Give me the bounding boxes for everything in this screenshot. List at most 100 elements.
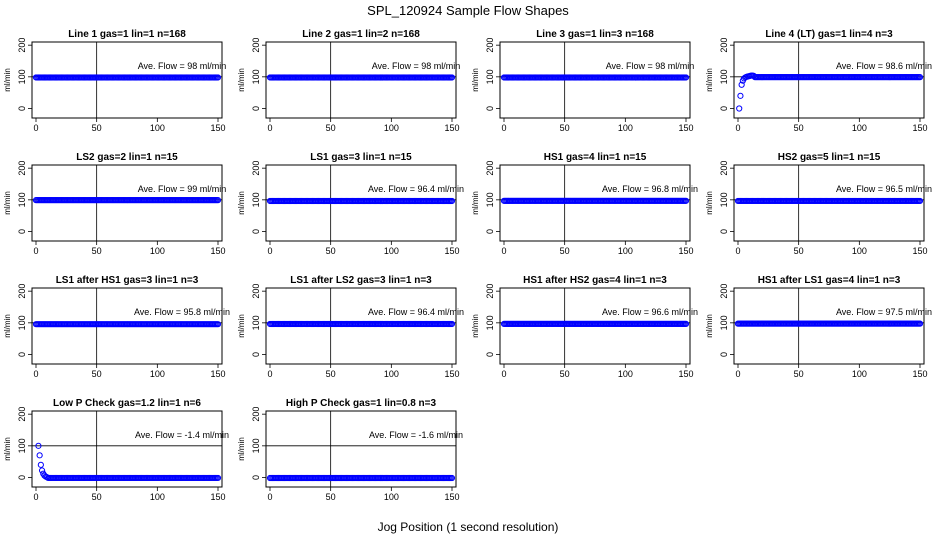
data-point [916, 197, 924, 205]
plot-frame [31, 41, 223, 119]
panel-title: LS2 gas=2 lin=1 n=15 [76, 152, 178, 163]
x-tick-label: 50 [794, 369, 804, 379]
x-tick-label: 50 [326, 369, 336, 379]
data-point [35, 442, 42, 449]
y-tick-label: 0 [251, 475, 261, 480]
y-tick-label: 100 [719, 315, 729, 330]
y-axis-label: ml/min [705, 68, 714, 92]
data-point [682, 197, 690, 204]
x-tick-label: 150 [912, 123, 927, 133]
y-axis-label: ml/min [471, 68, 480, 92]
x-tick-label: 100 [384, 246, 399, 256]
y-axis-label: ml/min [3, 191, 12, 215]
y-tick-label: 100 [251, 192, 261, 207]
data-point [916, 320, 924, 327]
data-point [448, 320, 456, 328]
x-tick-label: 150 [210, 123, 225, 133]
data-point [448, 197, 456, 205]
x-tick-label: 150 [912, 246, 927, 256]
average-flow-annotation: Ave. Flow = 96.8 ml/min [602, 184, 698, 194]
plot-frame [733, 287, 925, 365]
x-tick-label: 100 [384, 369, 399, 379]
y-tick-label: 100 [17, 315, 27, 330]
y-tick-label: 0 [17, 229, 27, 234]
y-axis-label: ml/min [237, 68, 246, 92]
x-tick-label: 0 [33, 246, 38, 256]
y-tick-label: 200 [17, 38, 27, 53]
average-flow-annotation: Ave. Flow = 96.4 ml/min [368, 184, 464, 194]
y-axis-label: ml/min [3, 314, 12, 338]
data-point [737, 92, 744, 99]
chart-panel: LS1 after HS1 gas=3 lin=1 n=3 0 50 100 150 0 1… [3, 275, 230, 379]
x-tick-label: 0 [501, 246, 506, 256]
y-tick-label: 0 [719, 352, 729, 357]
x-tick-label: 100 [852, 123, 867, 133]
panel-title: HS1 gas=4 lin=1 n=15 [544, 152, 647, 163]
data-point [682, 74, 690, 81]
y-tick-label: 100 [251, 315, 261, 330]
average-flow-annotation: Ave. Flow = 98 ml/min [606, 61, 695, 71]
x-tick-label: 150 [444, 246, 459, 256]
y-axis-label: ml/min [237, 437, 246, 461]
average-flow-annotation: Ave. Flow = 98.6 ml/min [836, 61, 932, 71]
x-tick-label: 100 [852, 369, 867, 379]
x-tick-label: 50 [326, 492, 336, 502]
chart-panel: HS1 gas=4 lin=1 n=15 0 50 100 150 0 100 200 ml/m… [471, 152, 698, 256]
x-tick-label: 50 [560, 246, 570, 256]
x-tick-label: 100 [150, 492, 165, 502]
x-tick-label: 100 [618, 369, 633, 379]
plot-frame [733, 41, 925, 119]
y-axis-label: ml/min [3, 437, 12, 461]
y-tick-label: 0 [251, 106, 261, 111]
average-flow-annotation: Ave. Flow = 96.5 ml/min [836, 184, 932, 194]
x-tick-label: 0 [735, 369, 740, 379]
x-tick-label: 50 [326, 246, 336, 256]
y-axis-label: ml/min [471, 191, 480, 215]
average-flow-annotation: Ave. Flow = 99 ml/min [138, 184, 227, 194]
x-tick-label: 150 [678, 246, 693, 256]
plot-frame [31, 287, 223, 365]
x-tick-label: 150 [912, 369, 927, 379]
y-tick-label: 0 [719, 229, 729, 234]
y-tick-label: 0 [17, 106, 27, 111]
data-point [448, 474, 456, 482]
x-tick-label: 50 [326, 123, 336, 133]
y-tick-label: 100 [17, 192, 27, 207]
data-point [738, 81, 745, 88]
chart-panel: LS1 after LS2 gas=3 lin=1 n=3 0 50 100 150 0 1… [237, 275, 464, 379]
data-point [214, 197, 222, 204]
x-tick-label: 150 [210, 369, 225, 379]
x-tick-label: 50 [92, 492, 102, 502]
data-point [36, 452, 43, 459]
y-tick-label: 0 [485, 106, 495, 111]
x-tick-label: 150 [444, 492, 459, 502]
x-tick-label: 150 [678, 369, 693, 379]
plot-frame [499, 41, 691, 119]
y-tick-label: 0 [485, 229, 495, 234]
plot-frame [265, 164, 457, 242]
y-tick-label: 100 [485, 315, 495, 330]
average-flow-annotation: Ave. Flow = 96.4 ml/min [368, 307, 464, 317]
chart-panel: Line 1 gas=1 lin=1 n=168 0 50 100 150 0 100 200… [3, 29, 226, 133]
x-tick-label: 150 [444, 369, 459, 379]
x-tick-label: 150 [678, 123, 693, 133]
x-tick-label: 150 [444, 123, 459, 133]
plot-frame [265, 287, 457, 365]
panel-title: Line 4 (LT) gas=1 lin=4 n=3 [765, 29, 893, 40]
figure-title: SPL_120924 Sample Flow Shapes [367, 3, 569, 18]
y-tick-label: 100 [17, 438, 27, 453]
y-tick-label: 0 [251, 229, 261, 234]
plot-frame [265, 410, 457, 488]
chart-panel: Line 3 gas=1 lin=3 n=168 0 50 100 150 0 100 200… [471, 29, 694, 133]
y-tick-label: 200 [17, 284, 27, 299]
chart-panel: HS1 after LS1 gas=4 lin=1 n=3 0 50 100 150 0 1… [705, 275, 932, 379]
average-flow-annotation: Ave. Flow = 97.5 ml/min [836, 307, 932, 317]
x-tick-label: 0 [33, 369, 38, 379]
y-tick-label: 100 [719, 192, 729, 207]
panel-grid: Line 1 gas=1 lin=1 n=168 0 50 100 150 0 100 200… [3, 29, 932, 502]
y-tick-label: 200 [485, 284, 495, 299]
average-flow-annotation: Ave. Flow = 96.6 ml/min [602, 307, 698, 317]
y-axis-label: ml/min [237, 314, 246, 338]
plot-frame [733, 164, 925, 242]
